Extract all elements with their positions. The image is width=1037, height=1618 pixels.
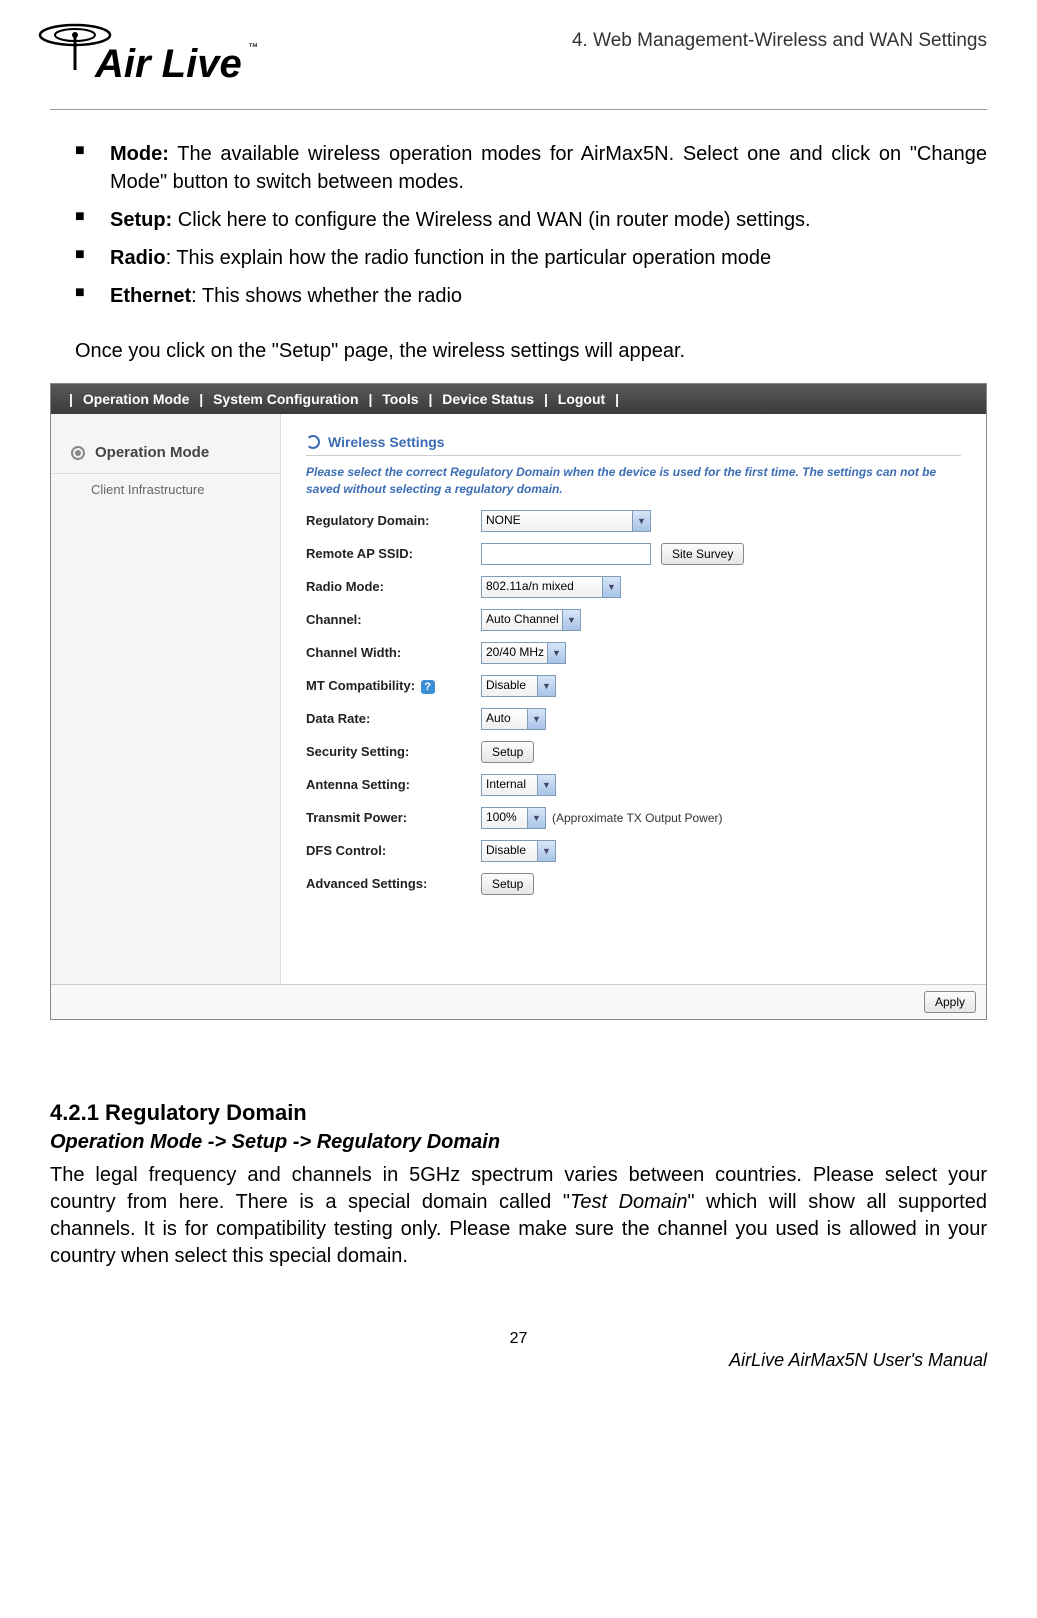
refresh-icon: [306, 435, 320, 449]
regulatory-select[interactable]: NONE▼: [481, 510, 651, 532]
main-panel: Wireless Settings Please select the corr…: [281, 414, 986, 984]
tx-note: (Approximate TX Output Power): [552, 811, 723, 825]
row-mt: MT Compatibility: ? Disable▼: [306, 675, 961, 697]
chapter-title: 4. Web Management-Wireless and WAN Setti…: [572, 30, 987, 52]
bullet-ethernet: Ethernet: This shows whether the radio: [110, 282, 987, 310]
nav-bar: | Operation Mode | System Configuration …: [51, 384, 986, 414]
apply-button[interactable]: Apply: [924, 991, 976, 1013]
bullet-list: Mode: The available wireless operation m…: [50, 140, 987, 310]
advanced-setup-button[interactable]: Setup: [481, 873, 534, 895]
row-width: Channel Width: 20/40 MHz▼: [306, 642, 961, 664]
page-number: 27: [50, 1330, 987, 1348]
section-heading: 4.2.1 Regulatory Domain: [50, 1100, 987, 1126]
bullet-setup: Setup: Click here to configure the Wirel…: [110, 206, 987, 234]
radio-mode-select[interactable]: 802.11a/n mixed▼: [481, 576, 621, 598]
svg-text:Air Live: Air Live: [94, 42, 242, 86]
security-setup-button[interactable]: Setup: [481, 741, 534, 763]
section-breadcrumb: Operation Mode -> Setup -> Regulatory Do…: [50, 1131, 987, 1154]
rate-select[interactable]: Auto▼: [481, 708, 546, 730]
dfs-select[interactable]: Disable▼: [481, 840, 556, 862]
nav-logout[interactable]: Logout: [558, 391, 605, 407]
footer-text: AirLive AirMax5N User's Manual: [50, 1350, 987, 1371]
settings-screenshot: | Operation Mode | System Configuration …: [50, 383, 987, 1020]
bullet-radio: Radio: This explain how the radio functi…: [110, 244, 987, 272]
row-tx: Transmit Power: 100%▼ (Approximate TX Ou…: [306, 807, 961, 829]
channel-select[interactable]: Auto Channel▼: [481, 609, 581, 631]
intro-paragraph: Once you click on the "Setup" page, the …: [75, 340, 987, 363]
width-select[interactable]: 20/40 MHz▼: [481, 642, 566, 664]
antenna-select[interactable]: Internal▼: [481, 774, 556, 796]
help-icon[interactable]: ?: [421, 680, 435, 694]
nav-device-status[interactable]: Device Status: [442, 391, 534, 407]
bullet-mode: Mode: The available wireless operation m…: [110, 140, 987, 196]
panel-hint: Please select the correct Regulatory Dom…: [306, 464, 961, 498]
mt-select[interactable]: Disable▼: [481, 675, 556, 697]
nav-system-config[interactable]: System Configuration: [213, 391, 358, 407]
row-advanced: Advanced Settings: Setup: [306, 873, 961, 895]
radio-icon: [71, 446, 85, 460]
nav-operation-mode[interactable]: Operation Mode: [83, 391, 190, 407]
sidebar-title: Operation Mode: [51, 439, 280, 474]
row-channel: Channel: Auto Channel▼: [306, 609, 961, 631]
logo: Air Live ™: [30, 15, 260, 105]
row-ssid: Remote AP SSID: Site Survey: [306, 543, 961, 565]
sidebar: Operation Mode Client Infrastructure: [51, 414, 281, 984]
ssid-input[interactable]: [481, 543, 651, 565]
panel-title: Wireless Settings: [306, 434, 961, 456]
site-survey-button[interactable]: Site Survey: [661, 543, 744, 565]
nav-tools[interactable]: Tools: [382, 391, 418, 407]
svg-text:™: ™: [248, 42, 258, 53]
page-header: Air Live ™ 4. Web Management-Wireless an…: [50, 20, 987, 110]
row-antenna: Antenna Setting: Internal▼: [306, 774, 961, 796]
row-rate: Data Rate: Auto▼: [306, 708, 961, 730]
row-dfs: DFS Control: Disable▼: [306, 840, 961, 862]
row-security: Security Setting: Setup: [306, 741, 961, 763]
screenshot-footer: Apply: [51, 984, 986, 1019]
sidebar-item-client[interactable]: Client Infrastructure: [51, 474, 280, 505]
section-body: The legal frequency and channels in 5GHz…: [50, 1162, 987, 1270]
tx-select[interactable]: 100%▼: [481, 807, 546, 829]
row-radio-mode: Radio Mode: 802.11a/n mixed▼: [306, 576, 961, 598]
row-regulatory: Regulatory Domain: NONE▼: [306, 510, 961, 532]
